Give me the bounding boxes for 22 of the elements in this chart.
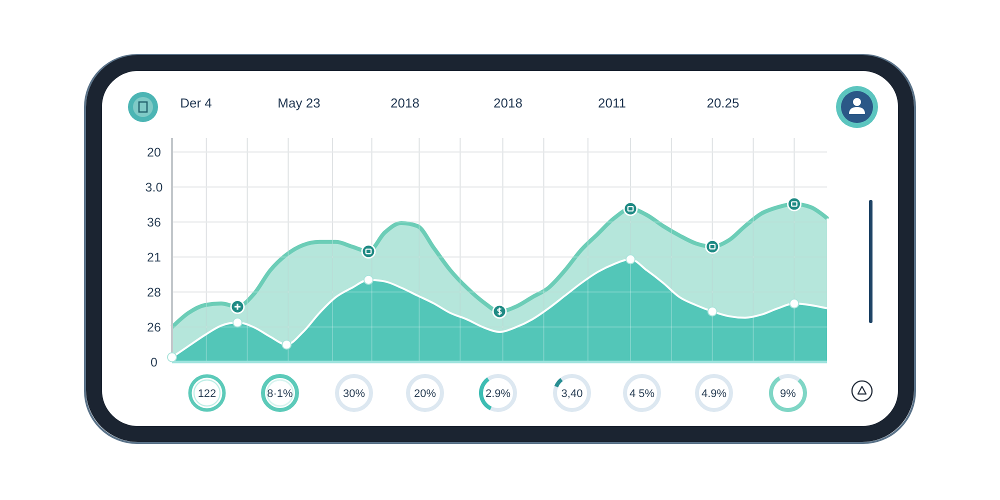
text: 20: [147, 145, 161, 160]
text: 20%: [414, 388, 436, 400]
text: 4.9%: [701, 388, 727, 400]
text: 2.9%: [485, 388, 511, 400]
text: 3,40: [561, 388, 583, 400]
text: 30%: [342, 388, 366, 400]
text: 2018: [494, 96, 522, 111]
text: 2018: [390, 96, 420, 111]
text: 8·1%: [267, 388, 294, 400]
text: 0: [150, 355, 158, 370]
text: 26: [147, 320, 161, 334]
text: 21: [147, 250, 161, 264]
text: 28: [147, 285, 161, 300]
text: 3.0: [145, 180, 163, 194]
text: 2011: [598, 96, 626, 111]
text: 20.25: [706, 96, 740, 111]
text: 122: [198, 388, 216, 400]
text: 36: [147, 215, 161, 230]
text: 9%: [780, 388, 796, 400]
text: Der 4: [180, 96, 212, 111]
text: 4 5%: [629, 388, 655, 400]
text: May 23: [278, 96, 320, 111]
